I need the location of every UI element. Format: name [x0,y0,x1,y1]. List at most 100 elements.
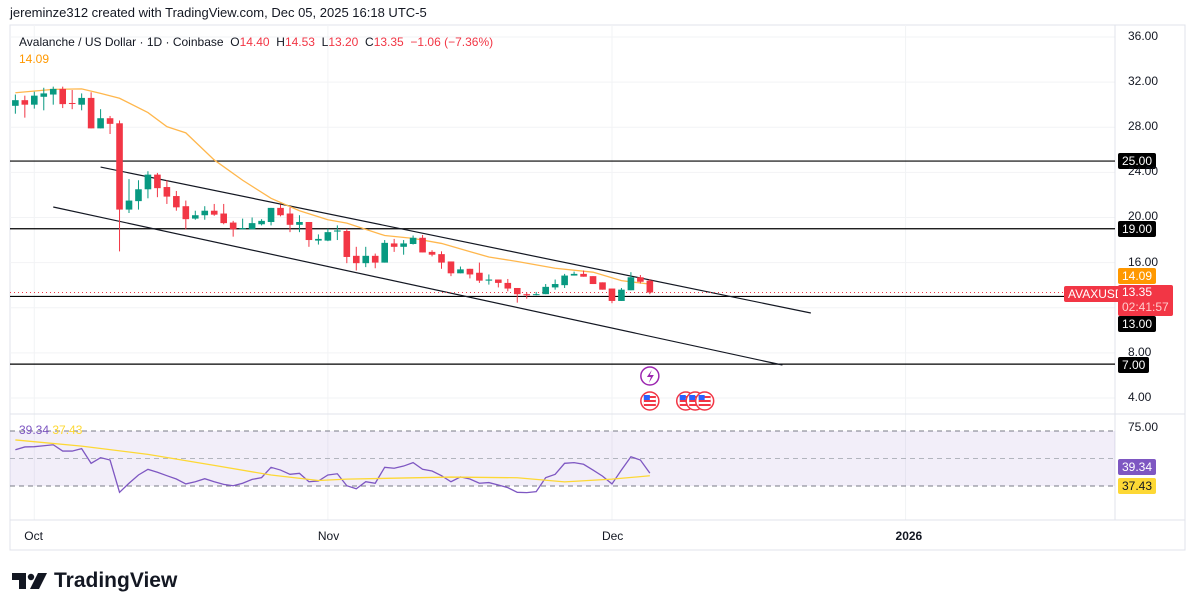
last-price: 13.35 [1122,285,1153,299]
candle-body [154,174,161,189]
candle-body [201,210,209,216]
candle-body [286,213,294,225]
us-flag-canton [689,395,696,400]
ma-price-tag: 14.09 [1118,268,1157,284]
symbol-legend: Avalanche / US Dollar · 1D · Coinbase O1… [19,35,493,49]
candle-body [267,207,275,222]
close-label: C [365,35,374,49]
time-axis-tick: Dec [601,529,624,543]
candle-body [599,282,606,290]
time-axis-tick: 2026 [895,529,923,543]
symbol-tag: AVAXUSD [1064,286,1128,302]
candle-body [570,273,578,276]
ma-legend-value: 14.09 [19,52,50,66]
candle-body [229,222,237,230]
candle-body [144,174,152,190]
candle-body [334,230,341,232]
symbol-title: Avalanche / US Dollar · 1D · Coinbase [19,35,224,49]
trendline [100,166,811,314]
price-axis-tick: 28.00 [1128,119,1159,134]
candle-body [400,243,407,247]
price-axis-tick: 4.00 [1128,389,1152,404]
rsi-ma-line [15,439,650,483]
attribution: jereminze312 created with TradingView.co… [10,5,427,20]
candle-body [182,206,190,220]
candle-body [637,277,644,282]
rsi-value-tag: 39.34 [1118,459,1157,475]
change-value: −1.06 (−7.36%) [410,35,494,49]
low-value: 13.20 [328,35,359,49]
candle-body [457,269,464,274]
candle-body [646,280,654,293]
candle-body [59,88,67,105]
time-axis-tick: Oct [24,529,43,543]
candle-body [87,97,95,129]
us-flag-canton [643,395,650,400]
candle-body [12,100,19,106]
candle-body [390,243,398,247]
candle-body [324,232,332,241]
rsi-legend-value: 39.34 [19,423,50,437]
candle-body [49,88,57,95]
candle-body [239,228,246,230]
candle-body [191,215,199,219]
candle-body [220,213,227,224]
candle-body [21,100,29,105]
low-label: L [321,35,329,49]
candle-body [627,277,635,291]
candle-body [277,207,284,216]
candle-body [580,273,587,277]
candle-body [523,294,531,296]
price-axis-tick: 16.00 [1128,254,1159,269]
trendline [53,206,783,366]
tradingview-logo[interactable]: TradingView [12,569,177,593]
last-price-tag: 13.35 02:41:57 [1118,285,1173,316]
price-axis-tick: 32.00 [1128,74,1159,89]
candle-body [163,187,171,197]
level-tag-7: 7.00 [1118,357,1150,373]
high-value: 14.53 [284,35,315,49]
us-flag-canton [679,395,686,400]
bar-countdown: 02:41:57 [1122,300,1169,314]
us-flag-stripe [698,402,711,404]
candle-body [106,118,114,124]
candle-body [78,97,85,105]
candle-body [315,238,322,241]
candle-body [513,287,521,295]
rsi-legend: 39.34 37.43 [19,423,82,437]
candle-body [116,123,123,210]
candle-body [542,286,549,295]
candle-body [210,210,218,215]
price-axis-tick: 36.00 [1128,29,1159,43]
candle-body [532,294,540,296]
open-label: O [230,35,240,49]
candle-body [362,255,370,264]
candle-body [485,279,493,281]
us-flag-stripes [643,396,656,406]
candle-body [248,223,256,230]
rsi-axis-tick: 75.00 [1128,420,1159,434]
close-value: 13.35 [373,35,404,49]
candle-body [97,118,104,129]
chart-frame [9,24,1186,551]
price-axis-tick: 24.00 [1128,164,1159,179]
candle-body [561,275,568,286]
rsi-ma-tag: 37.43 [1118,478,1157,494]
level-tag-19: 19.00 [1118,221,1157,237]
candle-body [589,276,597,285]
rsi-ma-legend-value: 37.43 [52,423,83,437]
moving-average-line [15,88,650,285]
candle-body [495,279,502,283]
us-flag-canton [698,395,705,400]
open-value: 14.40 [239,35,270,49]
candle-body [305,221,313,241]
candle-body [438,254,445,263]
candle-body [343,231,351,257]
time-axis-tick: Nov [317,529,340,543]
candle-body [618,289,625,301]
lightning-icon-glyph [646,370,654,383]
candle-body [173,196,180,208]
us-flag-stripe [643,402,656,404]
